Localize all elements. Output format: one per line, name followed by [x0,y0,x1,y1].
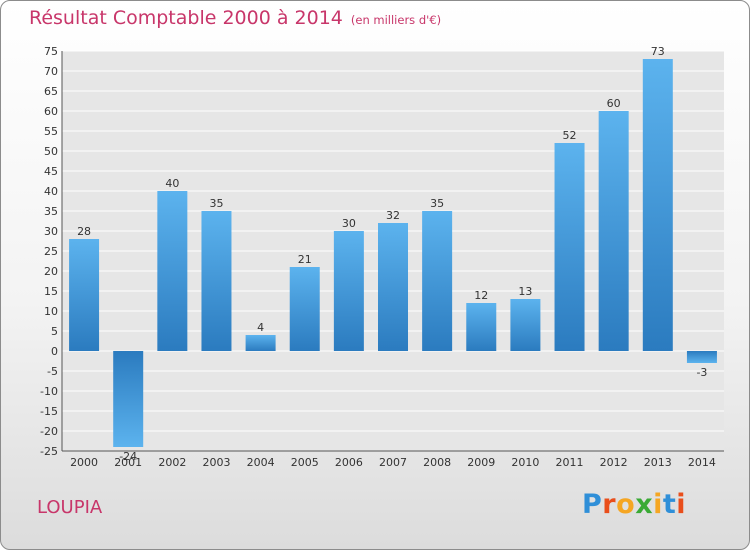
bar-2003 [201,211,232,351]
bar-2014 [686,351,717,363]
bar-2000 [69,239,100,351]
x-tick-label-2012: 2012 [600,456,628,469]
y-tick-label: 75 [44,45,58,58]
y-tick-label: 20 [44,265,58,278]
x-tick-label-2004: 2004 [247,456,275,469]
bar-2001 [113,351,144,447]
x-tick-label-2009: 2009 [467,456,495,469]
x-tick-label-2007: 2007 [379,456,407,469]
value-label-2006: 30 [342,217,356,230]
value-label-2001: -24 [119,450,137,463]
bar-2008 [422,211,453,351]
value-label-2000: 28 [77,225,91,238]
bar-2012 [598,111,629,351]
y-tick-label: 35 [44,205,58,218]
logo-letter: x [635,489,654,520]
bar-2007 [378,223,408,351]
value-label-2012: 60 [607,97,621,110]
logo-letter: o [616,489,636,520]
x-tick-label-2010: 2010 [511,456,539,469]
bar-2002 [157,191,188,351]
bar-2009 [466,303,497,351]
y-tick-label: 60 [44,105,58,118]
x-tick-label-2011: 2011 [556,456,584,469]
y-tick-label: 65 [44,85,58,98]
y-tick-label: -10 [40,385,58,398]
y-tick-label: -25 [40,445,58,458]
bar-2013 [642,59,673,351]
bar-2004 [245,335,276,351]
value-label-2009: 12 [474,289,488,302]
value-label-2008: 35 [430,197,444,210]
logo-letter: P [582,489,603,520]
proxiti-logo: Proxiti [582,489,686,520]
y-tick-label: 70 [44,65,58,78]
logo-letter: i [653,489,663,520]
value-label-2011: 52 [563,129,577,142]
x-tick-label-2002: 2002 [158,456,186,469]
x-tick-label-2000: 2000 [70,456,98,469]
y-tick-label: -5 [47,365,58,378]
value-label-2002: 40 [165,177,179,190]
bar-2010 [510,299,541,351]
value-label-2007: 32 [386,209,400,222]
y-tick-label: 5 [51,325,58,338]
logo-letter: r [602,489,617,520]
value-label-2004: 4 [257,321,264,334]
value-label-2014: -3 [696,366,707,379]
bar-2005 [289,267,320,351]
y-tick-label: 0 [51,345,58,358]
bar-2011 [554,143,585,351]
y-tick-label: 50 [44,145,58,158]
y-tick-label: 30 [44,225,58,238]
x-tick-label-2013: 2013 [644,456,672,469]
y-tick-label: -15 [40,405,58,418]
y-tick-label: 45 [44,165,58,178]
value-label-2010: 13 [518,285,532,298]
value-label-2003: 35 [209,197,223,210]
logo-letter: i [676,489,687,520]
place-name: LOUPIA [37,497,103,518]
chart-title-row: Résultat Comptable 2000 à 2014 (en millie… [29,7,441,29]
y-tick-label: -20 [40,425,58,438]
value-label-2013: 73 [651,45,665,58]
x-tick-label-2014: 2014 [688,456,716,469]
x-tick-label-2005: 2005 [291,456,319,469]
y-tick-label: 10 [44,305,58,318]
y-tick-label: 15 [44,285,58,298]
chart-title: Résultat Comptable 2000 à 2014 [29,7,343,29]
y-tick-label: 25 [44,245,58,258]
bar-2006 [333,231,364,351]
chart-subtitle: (en milliers d'€) [350,13,442,27]
y-tick-label: 55 [44,125,58,138]
value-label-2005: 21 [298,253,312,266]
logo-letter: t [662,489,677,520]
x-tick-label-2003: 2003 [202,456,230,469]
x-tick-label-2006: 2006 [335,456,363,469]
y-tick-label: 40 [44,185,58,198]
x-tick-label-2008: 2008 [423,456,451,469]
x-tick-label-2001: 2001 [114,456,142,469]
